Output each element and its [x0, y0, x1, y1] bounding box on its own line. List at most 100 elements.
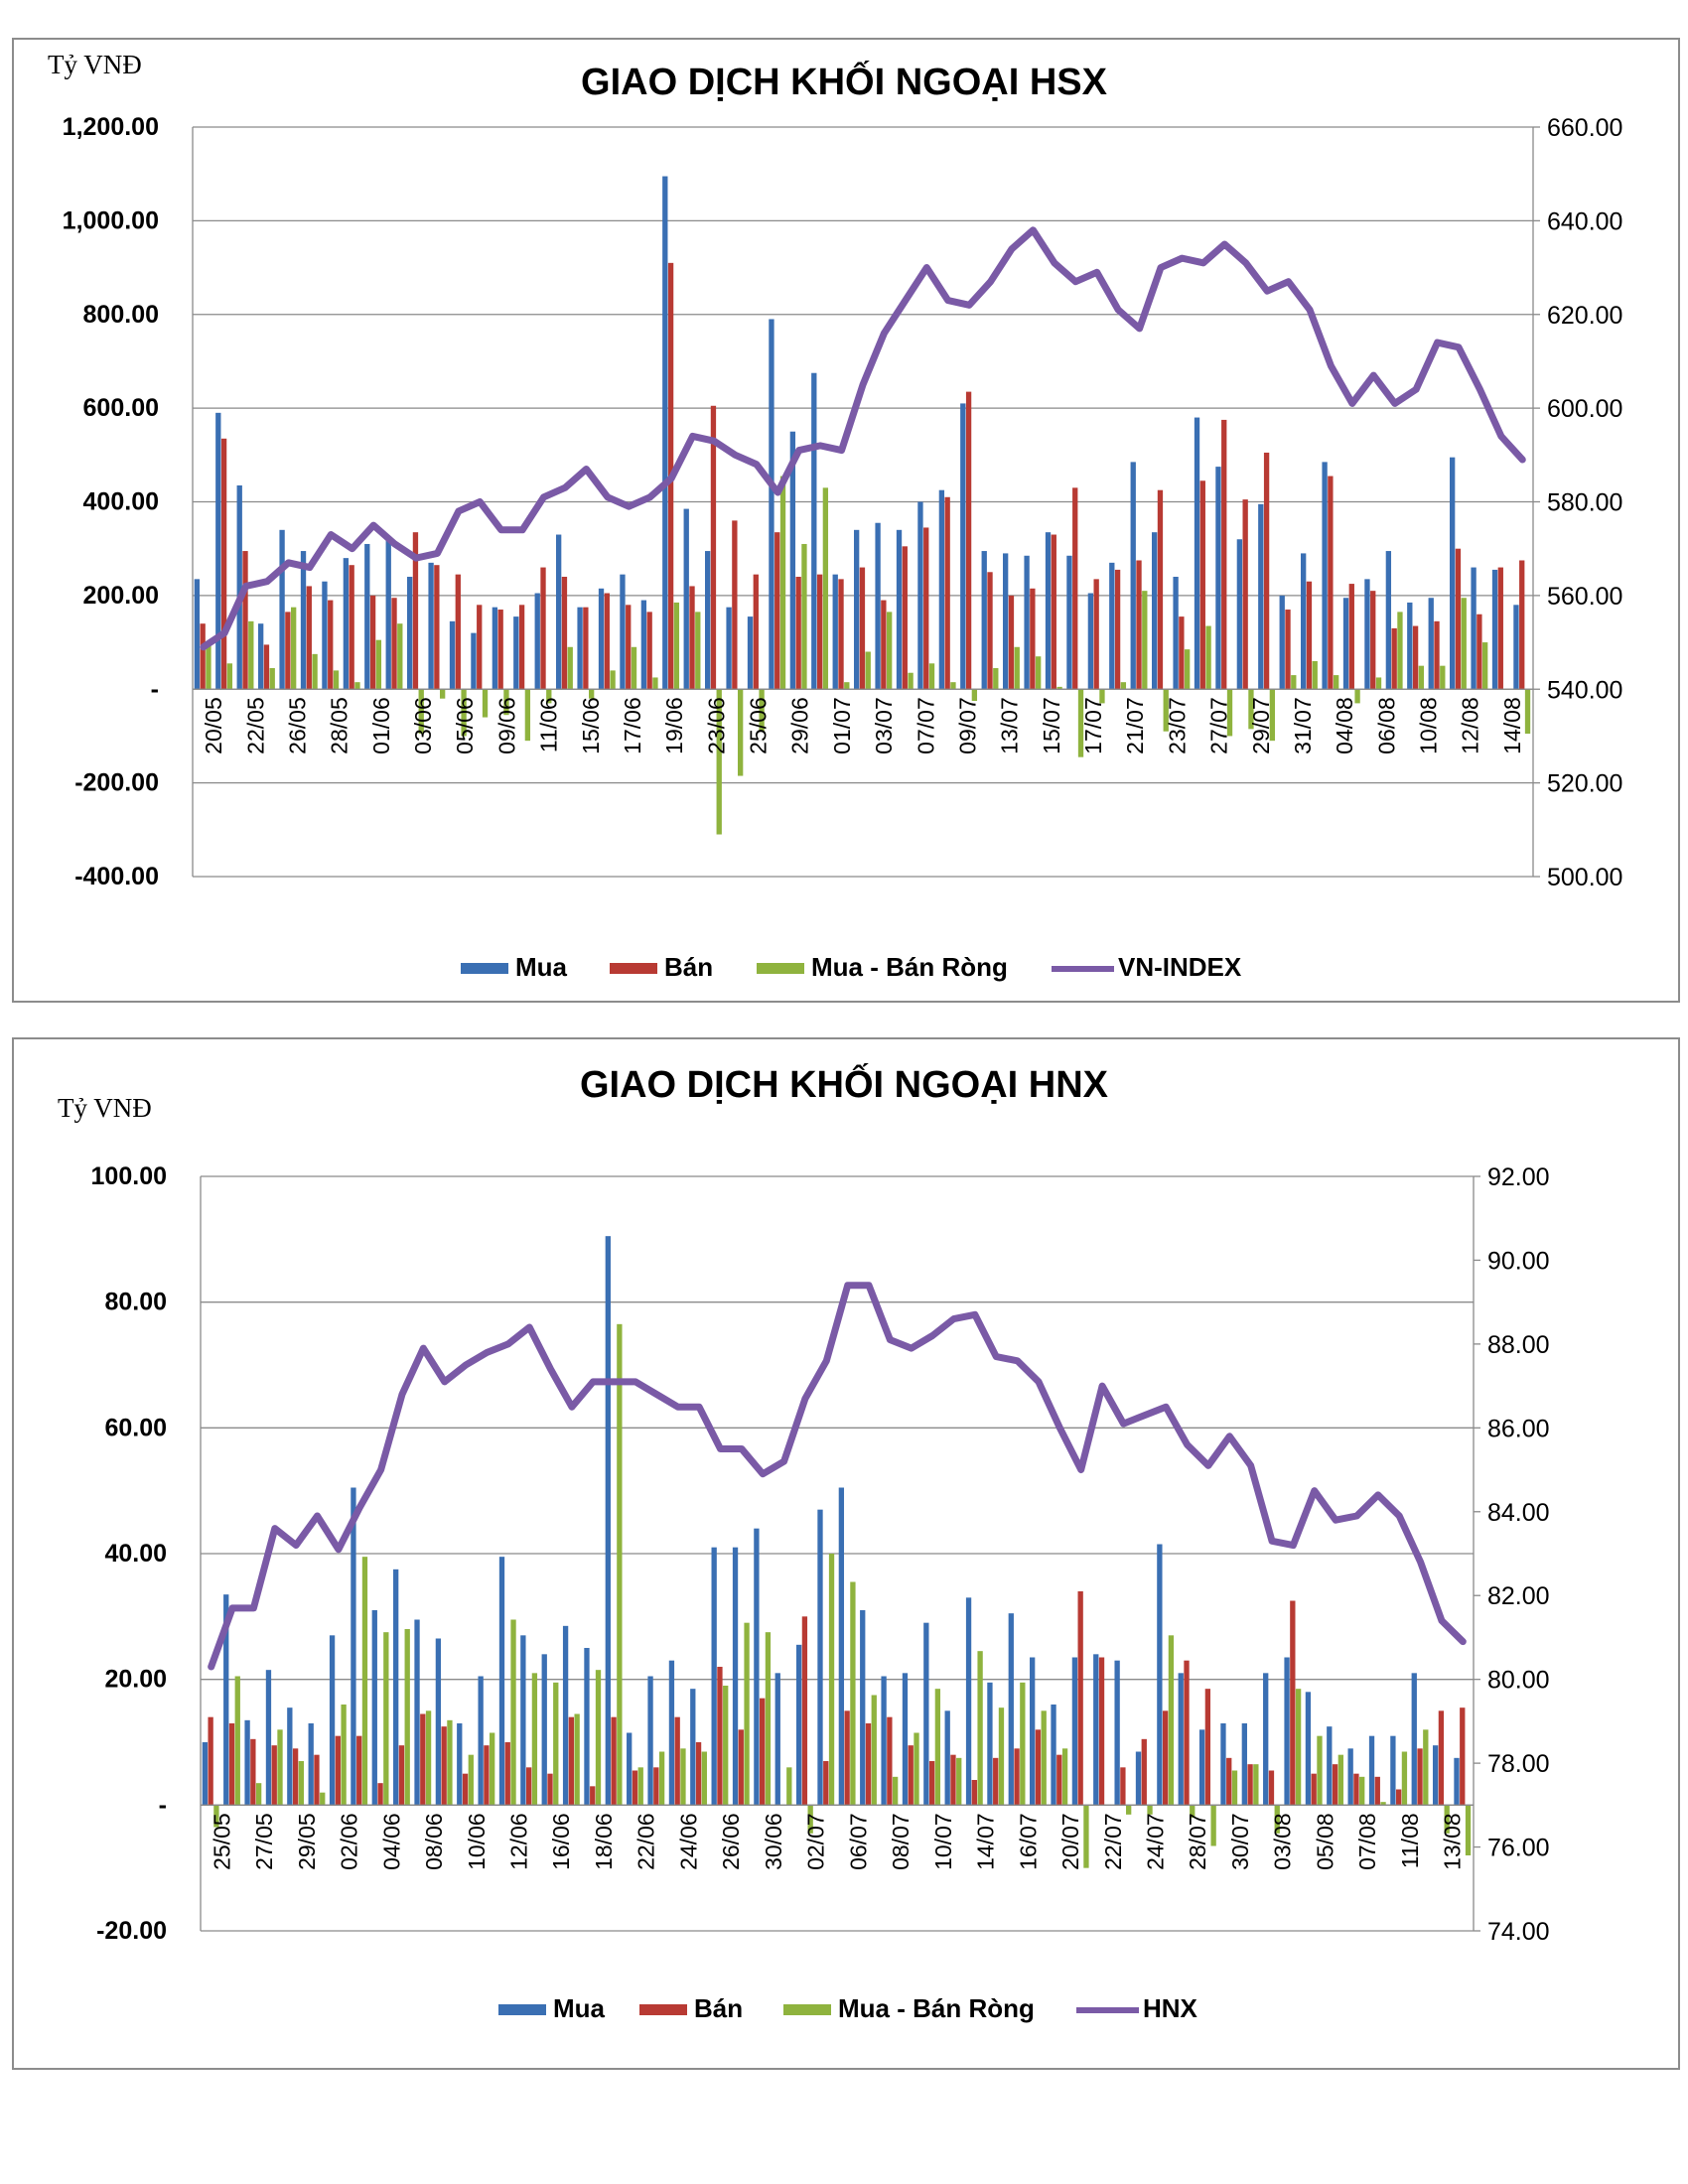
bar-rong [828, 1554, 835, 1806]
bar-ban [1141, 1738, 1147, 1806]
x-tick-label: 09/06 [493, 697, 519, 754]
x-tick-label: 22/06 [633, 1813, 659, 1870]
bar-mua [917, 501, 923, 690]
bar-rong [950, 682, 956, 690]
bar-ban [1328, 476, 1334, 690]
bar-mua [541, 1654, 547, 1806]
bar-rong [1163, 689, 1169, 732]
bar-mua [223, 1594, 229, 1806]
bar-mua [683, 508, 689, 690]
bar-ban [944, 496, 950, 690]
x-tick-label: 28/05 [327, 697, 352, 754]
bar-ban [1455, 548, 1462, 690]
x-tick-label: 03/08 [1270, 1813, 1296, 1870]
bar-ban [1014, 1748, 1020, 1806]
bar-mua [854, 529, 860, 690]
bar-ban [816, 574, 823, 690]
bar-ban [908, 1745, 914, 1806]
bar-ban [349, 565, 354, 690]
bar-ban [1438, 1710, 1445, 1806]
bar-ban [774, 532, 780, 690]
bar-rong [1205, 625, 1211, 690]
x-tick-label: 17/07 [1080, 697, 1106, 754]
legend-label-ban: Bán [694, 1993, 743, 2023]
bar-ban [753, 574, 759, 690]
bar-rong [1312, 660, 1318, 690]
bar-mua [577, 607, 583, 690]
bar-mua [1024, 555, 1030, 690]
bar-ban [1348, 584, 1354, 690]
bar-rong [971, 689, 978, 702]
bar-mua [1411, 1673, 1417, 1806]
bar-mua [534, 593, 540, 690]
bar-ban [881, 600, 887, 690]
bar-ban [993, 1757, 999, 1806]
y2-tick-label: 600.00 [1547, 395, 1622, 423]
bar-mua [1258, 503, 1264, 690]
bar-ban [965, 391, 972, 690]
x-tick-label: 20/07 [1057, 1813, 1083, 1870]
bar-ban [518, 605, 525, 690]
bar-ban [271, 1745, 277, 1806]
x-tick-label: 29/07 [1248, 697, 1274, 754]
bar-ban [1460, 1707, 1466, 1806]
bar-ban [306, 586, 312, 690]
bar-rong [1077, 689, 1084, 757]
hsx-index-line [200, 226, 1526, 651]
bar-rong [404, 1629, 410, 1806]
x-tick-label: 20/05 [201, 697, 226, 754]
bar-ban [1242, 499, 1248, 690]
bar-rong [531, 1673, 538, 1806]
index-line [208, 1282, 1467, 1671]
bar-rong [503, 689, 509, 716]
bar-ban [540, 567, 546, 690]
bar-rong [1397, 612, 1403, 690]
bar-rong [447, 1719, 453, 1806]
bar-mua [1220, 1723, 1226, 1806]
y2-tick-label: 540.00 [1547, 676, 1622, 704]
bar-mua [322, 581, 328, 690]
bar-mua [620, 574, 626, 690]
y2-tick-label: 76.00 [1487, 1835, 1550, 1862]
bar-ban [1311, 1773, 1317, 1806]
bar-rong [255, 1783, 262, 1806]
bar-rong [1226, 689, 1233, 737]
bar-rong [801, 543, 807, 690]
bar-ban [242, 551, 248, 690]
bar-ban [561, 577, 568, 690]
bar-ban [823, 1761, 829, 1806]
bar-mua [1368, 1735, 1375, 1806]
bar-ban [695, 1742, 702, 1806]
bar-rong [865, 651, 871, 690]
bar-rong [574, 1713, 580, 1806]
y-tick-label: 1,200.00 [63, 113, 159, 141]
bar-rong [1482, 642, 1488, 690]
bar-ban [1179, 616, 1185, 690]
legend-swatch-ban [610, 963, 657, 974]
bar-rong [1041, 1710, 1047, 1806]
bar-ban [1332, 1764, 1338, 1806]
x-tick-label: 10/06 [464, 1813, 490, 1870]
legend-swatch-mua [498, 2004, 546, 2015]
bar-rong [928, 663, 935, 690]
x-tick-label: 04/08 [1332, 697, 1357, 754]
bar-ban [626, 605, 632, 690]
bar-ban [434, 565, 440, 690]
index-line [200, 226, 1526, 651]
bar-rong [269, 668, 275, 690]
hnx-bars [202, 1236, 1472, 1868]
bar-mua [1008, 1613, 1014, 1806]
bar-mua [598, 588, 605, 690]
bar-rong [822, 487, 829, 690]
x-tick-label: 26/05 [284, 697, 310, 754]
bar-mua [690, 1689, 696, 1806]
bar-rong [595, 1670, 602, 1806]
bar-ban [1353, 1773, 1359, 1806]
bar-ban [497, 610, 503, 690]
bar-rong [871, 1695, 877, 1806]
bar-mua [838, 1487, 845, 1806]
bar-rong [1185, 649, 1191, 690]
x-tick-label: 17/06 [620, 697, 645, 754]
hsx-legend: Mua Bán Mua - Bán Ròng VN-INDEX [461, 952, 1242, 982]
bar-rong [956, 1757, 962, 1806]
